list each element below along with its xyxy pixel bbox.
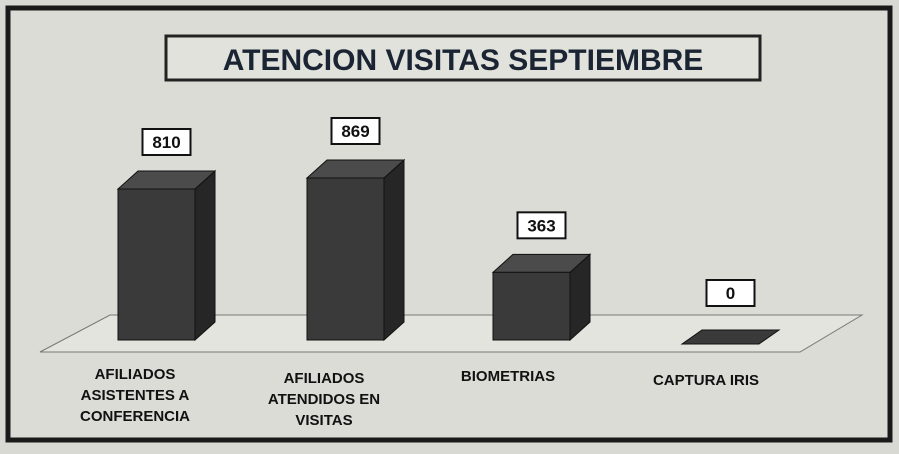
bar-side [383, 158, 405, 342]
bar [116, 169, 217, 342]
bar [491, 253, 592, 342]
value-label-box [705, 279, 756, 307]
bar-front [492, 271, 571, 341]
value-label-box [516, 211, 567, 240]
category-label: CAPTURA IRIS [652, 372, 760, 389]
value-label-box [141, 127, 192, 156]
bar [680, 329, 781, 345]
bar [305, 158, 406, 342]
chart-title: ATENCION VISITAS SEPTIEMBRE [223, 44, 704, 77]
category-label: AFILIADOS ASISTENTES A CONFERENCIA [79, 366, 190, 425]
bar-side [194, 169, 216, 342]
category-label: BIOMETRIAS [460, 368, 556, 385]
title-box [164, 34, 762, 82]
category-label: AFILIADOS ATENDIDOS EN VISITAS [267, 370, 381, 429]
value-label-box [330, 117, 381, 145]
value-label: 363 [527, 216, 555, 235]
value-label: 810 [152, 133, 180, 152]
bar-top [680, 329, 781, 345]
bar-front [117, 188, 196, 341]
value-label: 869 [341, 122, 369, 141]
floor [39, 314, 864, 353]
bar-front [306, 177, 385, 341]
value-label: 0 [726, 284, 735, 303]
